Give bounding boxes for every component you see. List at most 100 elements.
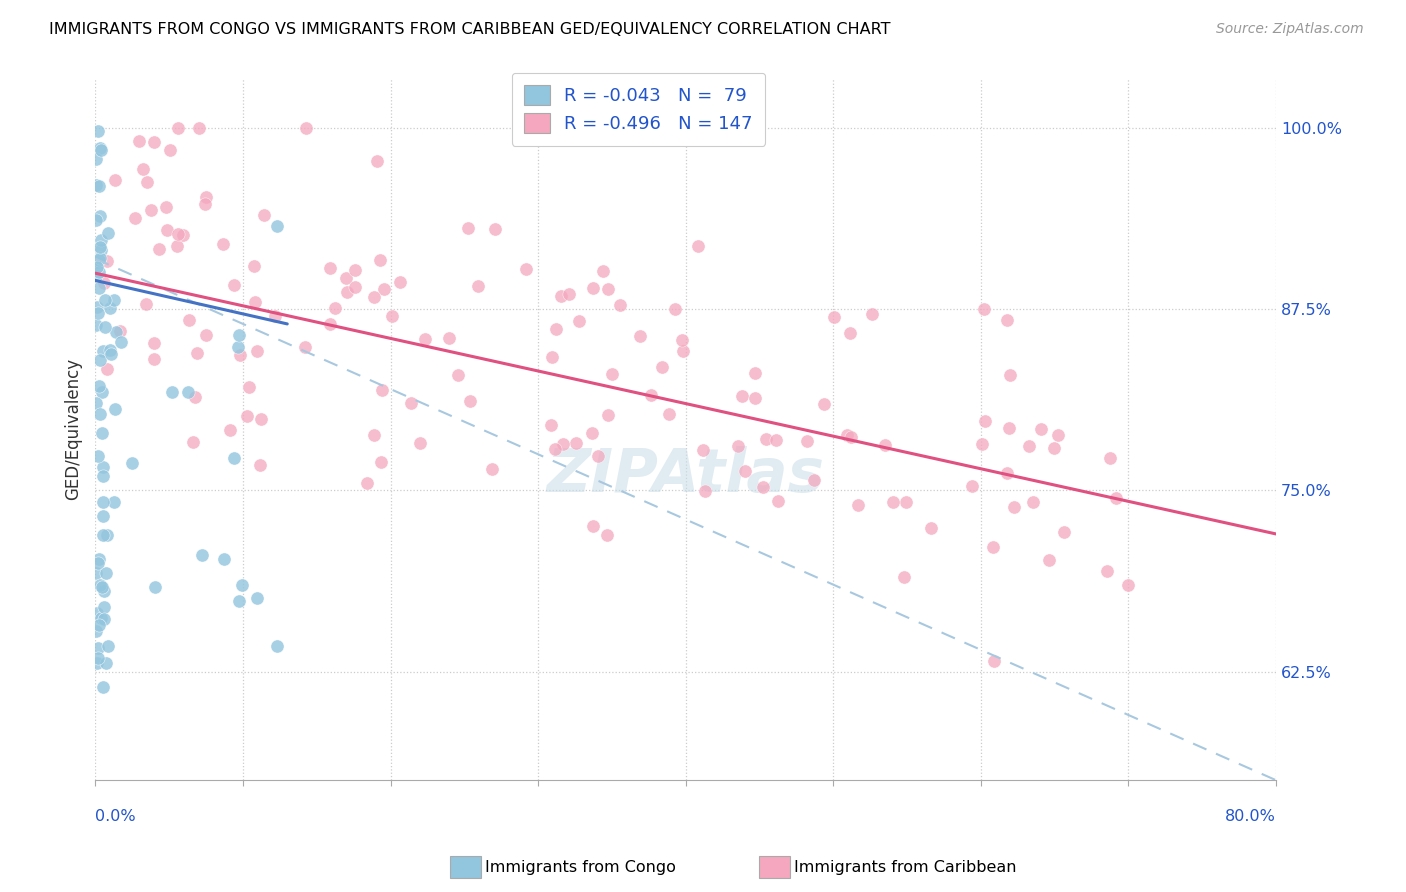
Point (143, 580, 166, 594)
Point (983, 654, 1005, 668)
Point (90, 425, 112, 440)
Point (91, 469, 114, 483)
Point (973, 301, 995, 316)
Point (228, 327, 250, 342)
Point (344, 280, 367, 294)
Point (1095, 564, 1118, 578)
Point (143, 135, 166, 149)
Point (550, 289, 572, 303)
Point (363, 290, 385, 304)
Point (84, 178, 107, 192)
Point (184, 390, 207, 404)
Point (128, 134, 150, 148)
Point (363, 428, 385, 442)
Point (86, 152, 108, 166)
Point (250, 412, 273, 426)
Point (744, 366, 766, 380)
Point (664, 301, 686, 316)
Point (263, 309, 285, 323)
Point (243, 259, 266, 273)
Point (86, 260, 108, 274)
Point (658, 407, 681, 421)
Point (91, 460, 114, 475)
Point (93, 612, 115, 626)
Point (823, 310, 845, 324)
Point (103, 495, 125, 509)
Point (356, 476, 378, 491)
Point (219, 423, 242, 437)
Point (93, 276, 115, 290)
Point (148, 242, 170, 256)
Point (87, 640, 110, 655)
Point (325, 301, 347, 315)
Point (238, 379, 260, 393)
Point (231, 578, 253, 592)
Point (651, 360, 673, 375)
Point (565, 436, 588, 450)
Point (142, 336, 165, 351)
Point (381, 309, 404, 323)
Point (86, 301, 108, 315)
Point (860, 307, 883, 321)
Point (484, 222, 506, 236)
Point (172, 227, 194, 242)
Point (132, 162, 155, 177)
Point (104, 401, 127, 416)
Point (91, 528, 114, 542)
Point (91, 344, 114, 359)
Point (596, 408, 619, 422)
Point (1002, 500, 1025, 514)
Point (266, 219, 288, 233)
Text: Immigrants from Caribbean: Immigrants from Caribbean (794, 860, 1017, 874)
Point (142, 351, 165, 366)
Point (228, 593, 250, 607)
Point (734, 464, 756, 478)
Point (96, 362, 118, 376)
Point (388, 275, 411, 289)
Point (87, 618, 110, 632)
Point (457, 220, 479, 235)
Point (838, 326, 860, 340)
Point (228, 348, 250, 362)
Y-axis label: GED/Equivalency: GED/Equivalency (65, 358, 82, 500)
Point (803, 473, 825, 487)
Point (212, 552, 235, 566)
Point (136, 175, 159, 189)
Point (896, 494, 918, 508)
Point (766, 493, 789, 508)
Point (515, 261, 537, 276)
Text: 0.0%: 0.0% (96, 809, 136, 824)
Point (84, 395, 107, 409)
Point (596, 528, 619, 542)
Point (671, 333, 693, 347)
Point (1038, 553, 1060, 567)
Point (447, 368, 470, 383)
Point (609, 298, 631, 312)
Point (415, 332, 437, 346)
Point (974, 414, 997, 428)
Point (628, 328, 651, 343)
Point (139, 203, 162, 218)
Point (86, 657, 108, 671)
Point (167, 227, 190, 241)
Point (295, 121, 318, 136)
Point (981, 540, 1004, 554)
Point (813, 397, 835, 411)
Point (592, 264, 614, 278)
Point (194, 189, 217, 203)
Point (155, 200, 177, 214)
Point (86, 606, 108, 620)
Point (108, 324, 131, 338)
Point (87, 306, 110, 320)
Point (335, 271, 357, 285)
Point (124, 211, 146, 225)
Point (336, 285, 359, 299)
Point (100, 343, 122, 357)
Point (319, 261, 342, 276)
Text: Immigrants from Congo: Immigrants from Congo (485, 860, 676, 874)
Point (91, 385, 114, 400)
Point (89, 251, 111, 265)
Point (409, 435, 432, 450)
Point (727, 439, 749, 453)
Point (875, 438, 897, 452)
